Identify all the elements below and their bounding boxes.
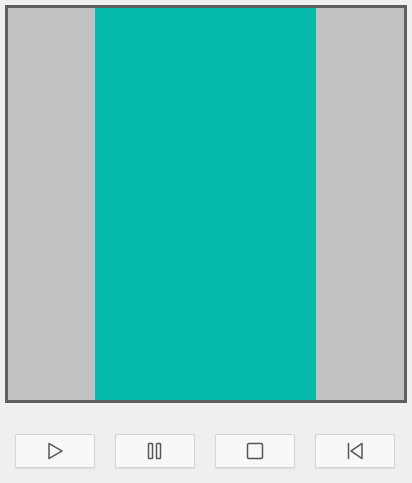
play-button[interactable]: [15, 434, 95, 468]
pause-icon: [145, 441, 165, 461]
skip-to-start-icon: [345, 441, 365, 461]
video-frame: [95, 8, 316, 400]
video-viewport: [5, 5, 407, 403]
rewind-button[interactable]: [315, 434, 395, 468]
stop-button[interactable]: [215, 434, 295, 468]
stop-icon: [245, 441, 265, 461]
playback-controls: [0, 434, 412, 468]
play-icon: [45, 441, 65, 461]
pause-button[interactable]: [115, 434, 195, 468]
